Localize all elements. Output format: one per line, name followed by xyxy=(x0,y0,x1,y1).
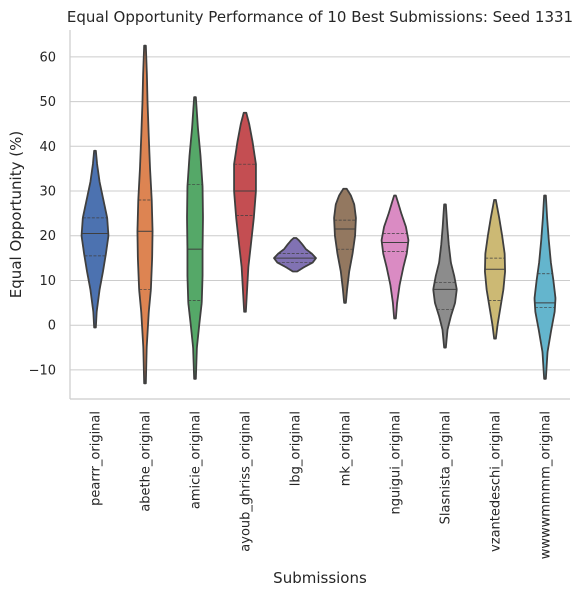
y-tick-label: 60 xyxy=(39,50,56,65)
violin-body xyxy=(380,194,410,320)
x-tick-label: Slasnista_original xyxy=(439,411,454,524)
violin-nguigui_original xyxy=(380,194,410,320)
violin-body xyxy=(333,187,357,304)
violin-amicie_original xyxy=(186,96,204,380)
y-ticks: −10 0 10 20 30 40 50 60 xyxy=(29,50,56,378)
x-tick-label: vzantedeschi_original xyxy=(489,411,504,552)
violin-body xyxy=(432,203,458,349)
violin-Slasnista_original xyxy=(432,203,458,349)
y-axis-title: Equal Opportunity (%) xyxy=(7,131,25,298)
x-axis-title: Submissions xyxy=(273,569,367,587)
violin-abethe_original xyxy=(136,44,154,385)
x-ticks: pearrr_original abethe_original amicie_ori… xyxy=(89,411,554,559)
x-tick-label: wwwwmmmm_original xyxy=(539,411,554,559)
y-tick-label: 10 xyxy=(39,274,56,289)
y-tick-label: 30 xyxy=(39,185,56,200)
x-tick-label: ayoub_ghriss_original xyxy=(239,411,254,552)
x-tick-label: mk_original xyxy=(339,411,354,486)
x-tick-label: nguigui_original xyxy=(389,411,404,515)
y-tick-label: 40 xyxy=(39,140,56,155)
y-tick-label: 20 xyxy=(39,229,56,244)
chart-title: Equal Opportunity Performance of 10 Best… xyxy=(67,8,573,26)
violin-body xyxy=(186,96,204,380)
violin-body xyxy=(136,44,154,385)
violin-body xyxy=(533,194,557,380)
y-tick-label: 0 xyxy=(48,319,56,334)
x-tick-label: abethe_original xyxy=(139,411,154,512)
violin-ayoub_ghriss_original xyxy=(233,111,257,313)
violin-body xyxy=(273,237,317,273)
violin-vzantedeschi_original xyxy=(484,199,506,340)
axes xyxy=(69,30,570,400)
violin-body xyxy=(233,111,257,313)
violin-wwwwmmmm_original xyxy=(533,194,557,380)
x-tick-label: pearrr_original xyxy=(89,411,104,506)
violin-mk_original xyxy=(333,187,357,304)
y-tick-label: −10 xyxy=(29,363,56,378)
violin-lbg_original xyxy=(273,237,317,273)
y-tick-label: 50 xyxy=(39,95,56,110)
x-tick-label: lbg_original xyxy=(289,411,304,486)
violin-body xyxy=(80,149,110,329)
x-tick-label: amicie_original xyxy=(189,411,204,509)
violins xyxy=(80,44,557,385)
violin-pearrr_original xyxy=(80,149,110,329)
